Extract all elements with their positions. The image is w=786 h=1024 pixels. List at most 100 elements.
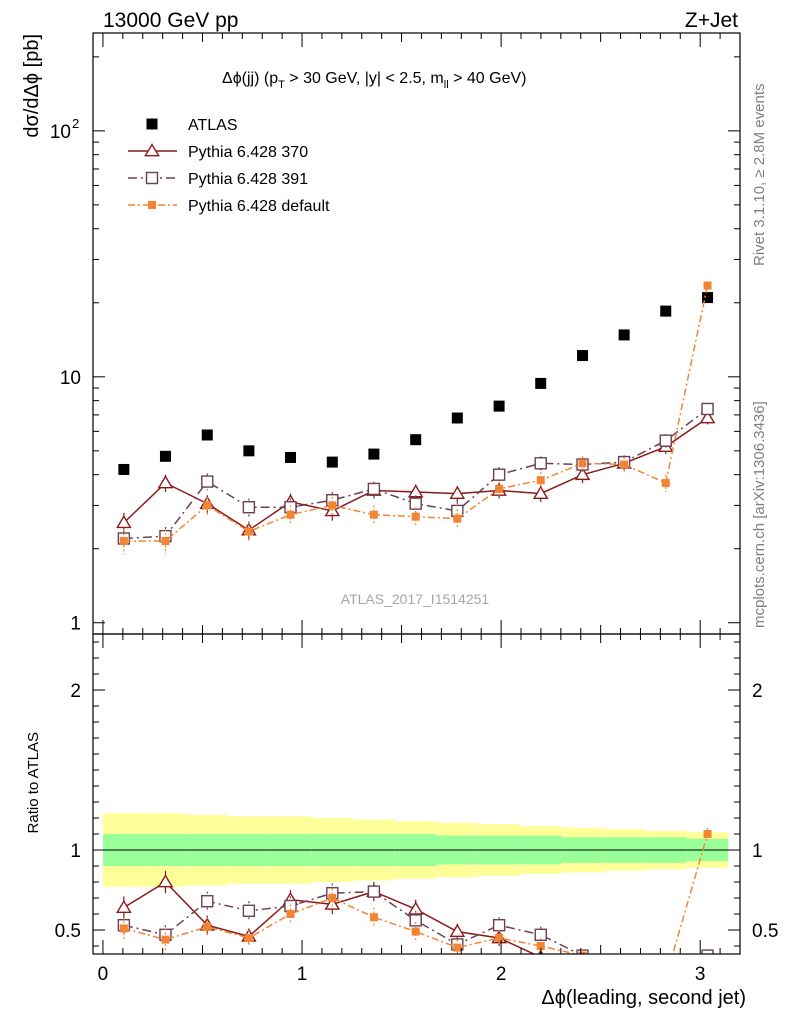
x-tick-label: 3 [695,964,706,985]
analysis-watermark: ATLAS_2017_I1514251 [341,591,490,607]
title-mid: > 30 GeV, |y| < 2.5, m [285,70,444,87]
plot-title: Δϕ(jj) (pT > 30 GeV, |y| < 2.5, mll > 40… [222,70,526,91]
data-point [701,949,714,954]
data-point [620,460,629,469]
data-point [201,429,213,441]
data-point [411,927,420,936]
data-point [203,922,212,931]
data-point [581,952,584,954]
data-point [368,448,380,460]
data-point [148,201,156,209]
ratio-y-tick-label-right: 0.5 [752,921,778,942]
data-point [201,475,214,488]
legend-label: Pythia 6.428 default [188,198,330,215]
data-point [534,457,547,470]
series-pythia-6-428-default [119,827,712,982]
data-point [492,919,506,932]
x-axis-label: Δϕ(leading, second jet) [541,987,746,1009]
data-point [495,484,504,493]
data-point [453,943,462,952]
data-point [242,500,256,514]
data-point [618,329,630,341]
title-lead: Δϕ(jj) (p [222,70,278,87]
data-point [324,896,341,910]
mcplots-label: mcplots.cern.ch [arXiv:1306.3436] [751,401,768,628]
data-point [201,895,214,908]
main-series [116,281,716,555]
data-point [243,445,255,457]
data-point [534,928,547,941]
y-tick-label-exponent: 2 [72,116,79,131]
data-point [119,924,128,933]
data-point [701,402,714,416]
data-point [326,456,338,468]
data-point [661,479,670,488]
data-point [118,463,130,475]
title-sub-ll: ll [444,79,449,91]
y-axis-label-top: dσ/dΔϕ [pb] [21,34,43,138]
series-pythia-6-428-391 [117,402,714,549]
data-point [367,482,381,496]
data-point [577,350,589,362]
y-tick-label: 10 [50,122,71,143]
data-point [157,874,174,888]
series-atlas [118,292,714,475]
data-point [495,934,504,942]
data-point [535,377,547,389]
ratio-y-tick-label-right: 1 [752,841,763,862]
header-process: Z+Jet [685,9,738,32]
ratio-frame [92,633,741,955]
data-point [699,410,716,424]
data-point [328,501,337,510]
data-point [244,527,253,536]
data-point [703,830,712,838]
data-point [578,951,587,954]
data-point [451,412,463,424]
title-tail: > 40 GeV) [449,70,527,87]
legend-label: Pythia 6.428 391 [188,171,308,188]
x-tick-label: 2 [496,964,507,985]
data-point [203,501,212,510]
data-point [492,468,506,481]
data-point [369,913,378,922]
data-point [286,510,295,519]
data-point [660,958,671,969]
ratio-bands [93,813,740,887]
legend-item: Pythia 6.428 370 [128,143,308,161]
y-tick-label: 10 [60,368,81,389]
data-point [161,935,170,944]
data-point [145,171,159,185]
title-sub-pt: T [278,79,285,91]
header-energy: 13000 GeV pp [103,9,238,32]
data-point [453,514,462,523]
data-point [244,934,253,942]
data-point [409,914,422,927]
data-point [619,957,630,968]
legend: ATLAS Pythia 6.428 370 Pythia 6.428 391 Pyt… [128,117,330,215]
data-point [536,942,545,950]
y-tick-label: 1 [70,614,81,635]
data-point [328,894,337,902]
data-point [659,434,672,447]
ratio-series [116,827,714,982]
data-point [620,960,628,968]
legend-item: Pythia 6.428 391 [128,171,308,188]
ratio-y-tick-label-right: 2 [752,681,763,702]
legend-label: ATLAS [188,117,238,134]
legend-item: ATLAS [146,117,238,134]
series-line [123,833,709,954]
ratio-y-tick-label: 2 [70,681,81,702]
rivet-label: Rivet 3.1.10, ≥ 2.8M events [751,84,768,267]
data-point [449,923,466,938]
data-point [449,485,466,500]
legend-label: Pythia 6.428 370 [188,144,308,161]
data-point [703,281,712,290]
legend-item: Pythia 6.428 default [128,198,330,215]
data-point [410,434,422,446]
data-point [407,901,424,915]
series-pythia-6-428-default [119,281,712,555]
data-point [159,450,171,462]
data-point [578,459,587,468]
ratio-y-tick-label: 1 [70,841,81,862]
data-point [662,974,670,982]
